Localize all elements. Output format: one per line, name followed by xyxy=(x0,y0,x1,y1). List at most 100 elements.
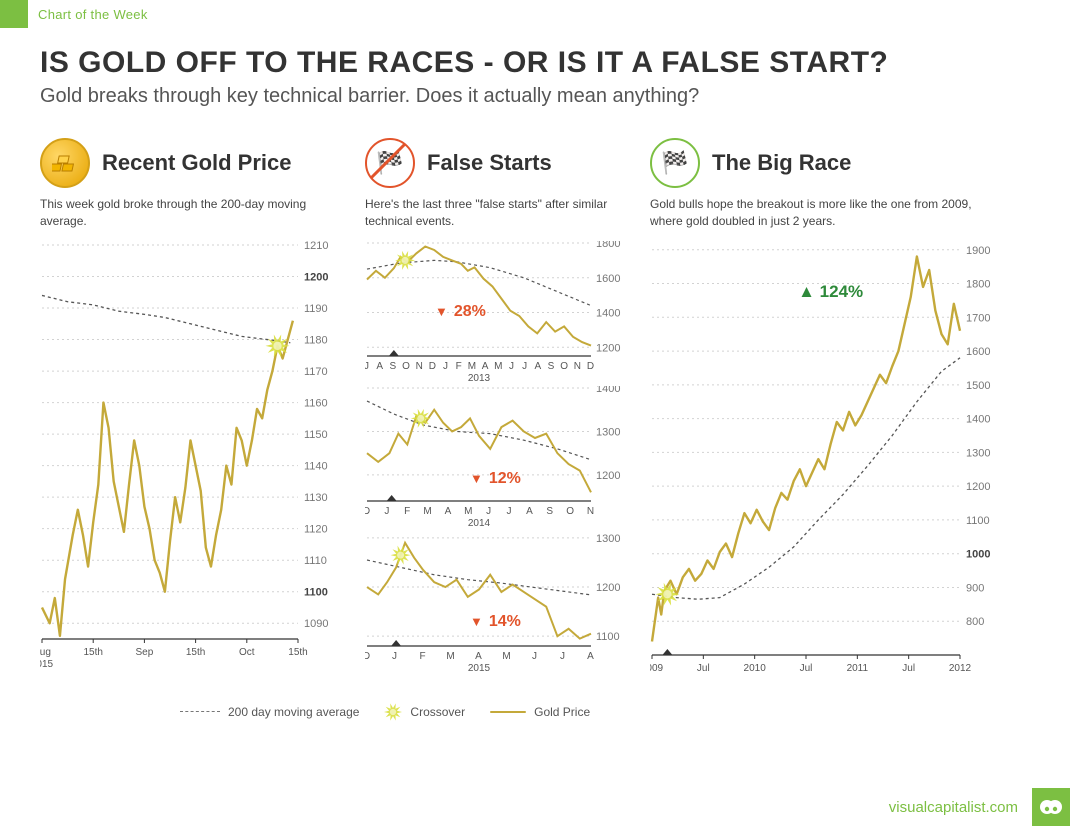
svg-text:A: A xyxy=(587,651,595,662)
svg-text:1110: 1110 xyxy=(304,555,327,567)
svg-text:1210: 1210 xyxy=(304,241,328,252)
svg-text:J: J xyxy=(507,506,513,517)
charts-false-starts: 1200140016001800JASONDJFMAMJJASOND2013▼2… xyxy=(365,241,625,676)
header: IS GOLD OFF TO THE RACES - OR IS IT A FA… xyxy=(0,28,1070,118)
svg-text:J: J xyxy=(522,361,528,372)
svg-text:Aug: Aug xyxy=(40,647,51,658)
svg-text:M: M xyxy=(502,651,511,662)
svg-text:2012: 2012 xyxy=(949,663,972,674)
svg-text:J: J xyxy=(443,361,449,372)
svg-text:A: A xyxy=(482,361,490,372)
panel-recent: Recent Gold Price This week gold broke t… xyxy=(40,128,340,689)
logo-icon xyxy=(1032,788,1070,826)
svg-text:M: M xyxy=(494,361,503,372)
panel2-title: False Starts xyxy=(427,150,552,176)
page-subtitle: Gold breaks through key technical barrie… xyxy=(40,85,1030,108)
svg-text:J: J xyxy=(365,361,370,372)
svg-text:S: S xyxy=(390,361,398,372)
svg-text:D: D xyxy=(587,361,595,372)
svg-text:1200: 1200 xyxy=(966,481,990,493)
svg-text:S: S xyxy=(548,361,556,372)
svg-text:1130: 1130 xyxy=(304,492,328,504)
svg-text:N: N xyxy=(587,506,595,517)
svg-text:A: A xyxy=(526,506,534,517)
svg-text:A: A xyxy=(376,361,384,372)
false-start-flag-icon: 🏁 xyxy=(365,138,415,188)
svg-text:Jul: Jul xyxy=(902,663,915,674)
svg-text:F: F xyxy=(456,361,463,372)
svg-text:1900: 1900 xyxy=(966,245,990,257)
footer: visualcapitalist.com xyxy=(0,788,1070,826)
panel-false-starts: 🏁 False Starts Here's the last three "fa… xyxy=(365,128,625,689)
svg-text:1090: 1090 xyxy=(304,618,328,630)
svg-text:M: M xyxy=(423,506,432,517)
svg-text:15th: 15th xyxy=(83,647,102,658)
panel2-desc: Here's the last three "false starts" aft… xyxy=(365,196,625,231)
svg-text:Jul: Jul xyxy=(697,663,710,674)
svg-text:1400: 1400 xyxy=(596,386,620,395)
svg-text:N: N xyxy=(574,361,582,372)
svg-text:15th: 15th xyxy=(186,647,205,658)
svg-text:J: J xyxy=(509,361,515,372)
svg-text:Sep: Sep xyxy=(136,647,154,658)
svg-text:O: O xyxy=(402,361,411,372)
svg-text:2015: 2015 xyxy=(40,659,54,670)
chart-recent: 1090110011101120113011401150116011701180… xyxy=(40,241,340,681)
svg-text:Jul: Jul xyxy=(800,663,813,674)
svg-text:O: O xyxy=(560,361,569,372)
svg-text:1200: 1200 xyxy=(596,582,620,594)
svg-text:D: D xyxy=(429,361,437,372)
chart-big-race: 8009001000110012001300140015001600170018… xyxy=(650,241,1000,689)
svg-text:F: F xyxy=(419,651,426,662)
svg-text:900: 900 xyxy=(966,582,984,594)
legend: 200 day moving average Crossover Gold Pr… xyxy=(0,689,1070,721)
svg-text:A: A xyxy=(445,506,453,517)
svg-text:1000: 1000 xyxy=(966,548,990,560)
svg-text:2010: 2010 xyxy=(744,663,767,674)
svg-text:1160: 1160 xyxy=(304,397,328,409)
top-square xyxy=(0,0,28,28)
svg-text:15th: 15th xyxy=(288,647,307,658)
svg-text:S: S xyxy=(546,506,554,517)
svg-text:1100: 1100 xyxy=(596,631,620,643)
svg-text:800: 800 xyxy=(966,616,984,628)
panel1-desc: This week gold broke through the 200-day… xyxy=(40,196,340,231)
svg-text:F: F xyxy=(404,506,411,517)
svg-text:1100: 1100 xyxy=(304,587,328,599)
top-bar: Chart of the Week xyxy=(0,0,1070,28)
svg-text:2015: 2015 xyxy=(468,663,491,674)
svg-text:2011: 2011 xyxy=(847,663,869,674)
svg-text:1200: 1200 xyxy=(304,271,328,283)
svg-text:1700: 1700 xyxy=(966,312,990,324)
svg-text:O: O xyxy=(566,506,575,517)
panel3-desc: Gold bulls hope the breakout is more lik… xyxy=(650,196,1000,231)
svg-text:1300: 1300 xyxy=(596,533,620,545)
svg-text:1180: 1180 xyxy=(304,334,328,346)
svg-text:2009: 2009 xyxy=(650,663,664,674)
svg-text:M: M xyxy=(464,506,473,517)
svg-text:2014: 2014 xyxy=(468,518,491,529)
svg-text:2013: 2013 xyxy=(468,373,491,384)
legend-crossover: Crossover xyxy=(384,703,465,721)
svg-text:1120: 1120 xyxy=(304,523,328,535)
svg-text:1150: 1150 xyxy=(304,429,328,441)
svg-text:D: D xyxy=(365,651,371,662)
svg-text:Oct: Oct xyxy=(239,647,255,658)
svg-text:1200: 1200 xyxy=(596,342,620,354)
svg-text:D: D xyxy=(365,506,371,517)
svg-text:J: J xyxy=(486,506,492,517)
svg-text:J: J xyxy=(532,651,538,662)
svg-text:1140: 1140 xyxy=(304,460,328,472)
panel3-title: The Big Race xyxy=(712,150,851,176)
panel1-title: Recent Gold Price xyxy=(102,150,292,176)
site-link[interactable]: visualcapitalist.com xyxy=(889,799,1018,816)
svg-text:M: M xyxy=(446,651,455,662)
svg-text:A: A xyxy=(475,651,483,662)
svg-text:J: J xyxy=(384,506,390,517)
winner-flag-icon: 🏁 xyxy=(650,138,700,188)
panel-big-race: 🏁 The Big Race Gold bulls hope the break… xyxy=(650,128,1000,689)
svg-text:1600: 1600 xyxy=(596,273,620,285)
svg-text:J: J xyxy=(392,651,398,662)
svg-text:1600: 1600 xyxy=(966,346,990,358)
top-label: Chart of the Week xyxy=(38,7,148,22)
